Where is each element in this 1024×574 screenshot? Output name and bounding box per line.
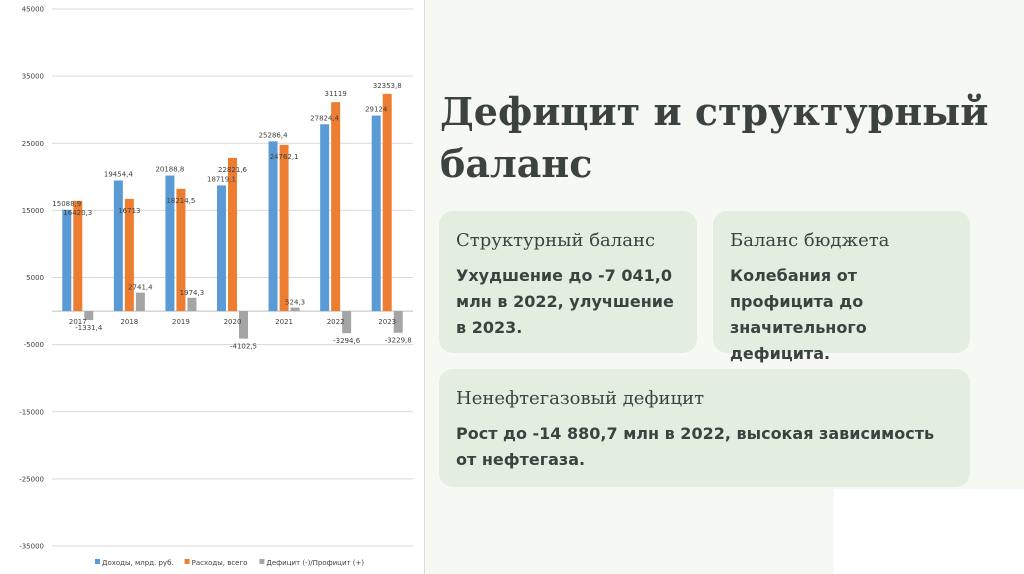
bar-balance-2020 — [239, 311, 248, 339]
bar-expense-2023 — [382, 93, 392, 312]
bar-revenue-2023 — [371, 115, 381, 312]
bar-revenue-2018 — [113, 180, 123, 312]
legend-label-balance: Дефицит (-)/Профицит (+) — [266, 559, 364, 567]
bar-balance-2021 — [290, 307, 300, 312]
data-label-balance: 2741,4 — [128, 284, 153, 292]
card-budget-balance: Баланс бюджета Колебания от профицита до… — [713, 211, 970, 363]
x-tick-label: 2021 — [275, 318, 293, 326]
bar-expense-2021 — [279, 144, 289, 312]
bar-revenue-2020 — [217, 185, 226, 312]
card-heading: Структурный баланс — [456, 230, 656, 251]
y-tick-label: 45000 — [22, 6, 44, 14]
x-tick-label: 2023 — [378, 318, 396, 326]
y-tick-label: -25000 — [19, 475, 44, 483]
budget-chart: 45000 35000 25000 15000 5000 -5000 -15000 -2500… — [19, 6, 413, 567]
data-label-balance: -3229,8 — [385, 337, 412, 345]
y-tick-label: 5000 — [26, 274, 44, 282]
data-label-expense: 16713 — [118, 207, 140, 215]
x-tick-label: 2022 — [327, 318, 345, 326]
data-label-revenue: 18719,1 — [207, 175, 236, 183]
y-tick-label: 35000 — [22, 73, 44, 81]
bar-expense-2019 — [176, 188, 186, 312]
data-label-revenue: 25286,4 — [259, 131, 288, 139]
y-tick-label: 25000 — [22, 140, 44, 148]
bar-balance-2017 — [84, 311, 94, 320]
data-label-expense: 18214,5 — [166, 197, 195, 205]
chart-panel: 45000 35000 25000 15000 5000 -5000 -15000 -2500… — [0, 0, 425, 574]
bar-balance-2019 — [187, 297, 197, 312]
bar-revenue-2021 — [268, 141, 278, 312]
y-tick-label: -15000 — [19, 408, 44, 416]
y-tick-label: -35000 — [19, 543, 44, 551]
card-structural-balance: Структурный баланс Ухудшение до -7 041,0… — [439, 211, 697, 353]
x-tick-label: 2017 — [69, 318, 87, 326]
data-label-revenue: 27824,4 — [310, 114, 339, 122]
data-label-expense: 16420,3 — [63, 209, 92, 217]
data-label-expense: 31119 — [325, 90, 347, 98]
data-label-balance: 524,3 — [285, 299, 305, 307]
bar-balance-2023 — [393, 311, 403, 333]
data-label-revenue: 20188,8 — [155, 166, 184, 174]
legend-swatch-balance — [259, 559, 265, 564]
legend-swatch-expense — [184, 559, 190, 564]
page-title: Дефицит и структурный баланс — [440, 89, 989, 186]
x-tick-label: 2018 — [120, 318, 138, 326]
data-label-expense: 32353,8 — [373, 82, 402, 90]
card-heading: Баланс бюджета — [730, 230, 890, 251]
bar-expense-2022 — [331, 102, 341, 312]
card-text: Рост до -14 880,7 млн в 2022, высокая за… — [456, 424, 935, 469]
legend-label-expense: Расходы, всего — [192, 559, 248, 567]
data-label-balance: 1974,3 — [180, 289, 205, 297]
data-label-expense: 22821,6 — [218, 166, 247, 174]
legend-swatch-revenue — [95, 559, 100, 564]
card-heading: Ненефтегазовый дефицит — [456, 388, 705, 409]
data-label-balance: -3294,6 — [333, 337, 361, 345]
decorative-corner — [834, 489, 1024, 574]
bar-revenue-2022 — [320, 124, 330, 312]
bar-revenue-2019 — [165, 175, 175, 312]
data-label-revenue: 15088,9 — [52, 200, 81, 208]
card-text: Колебания от профицита до значительного … — [730, 266, 867, 363]
bar-expense-2020 — [228, 157, 237, 312]
data-label-revenue: 29124 — [365, 106, 388, 114]
y-tick-label: 15000 — [22, 207, 44, 215]
y-tick-label: -5000 — [24, 341, 44, 349]
card-non-oil-deficit: Ненефтегазовый дефицит Рост до -14 880,7… — [439, 369, 970, 487]
bar-expense-2017 — [73, 200, 83, 312]
x-tick-label: 2020 — [224, 318, 242, 326]
data-label-balance: -4102,5 — [230, 343, 257, 351]
bar-revenue-2017 — [62, 209, 72, 312]
legend-label-revenue: Доходы, млрд. руб. — [102, 559, 174, 567]
data-label-expense: 24762,1 — [270, 153, 299, 161]
bar-expense-2018 — [124, 198, 134, 312]
data-label-balance: -1331,4 — [75, 324, 103, 332]
bar-balance-2022 — [342, 311, 352, 334]
data-label-revenue: 19454,4 — [104, 170, 133, 178]
x-tick-label: 2019 — [172, 318, 190, 326]
card-text: Ухудшение до -7 041,0 млн в 2022, улучше… — [456, 266, 674, 337]
bar-balance-2018 — [135, 292, 145, 312]
